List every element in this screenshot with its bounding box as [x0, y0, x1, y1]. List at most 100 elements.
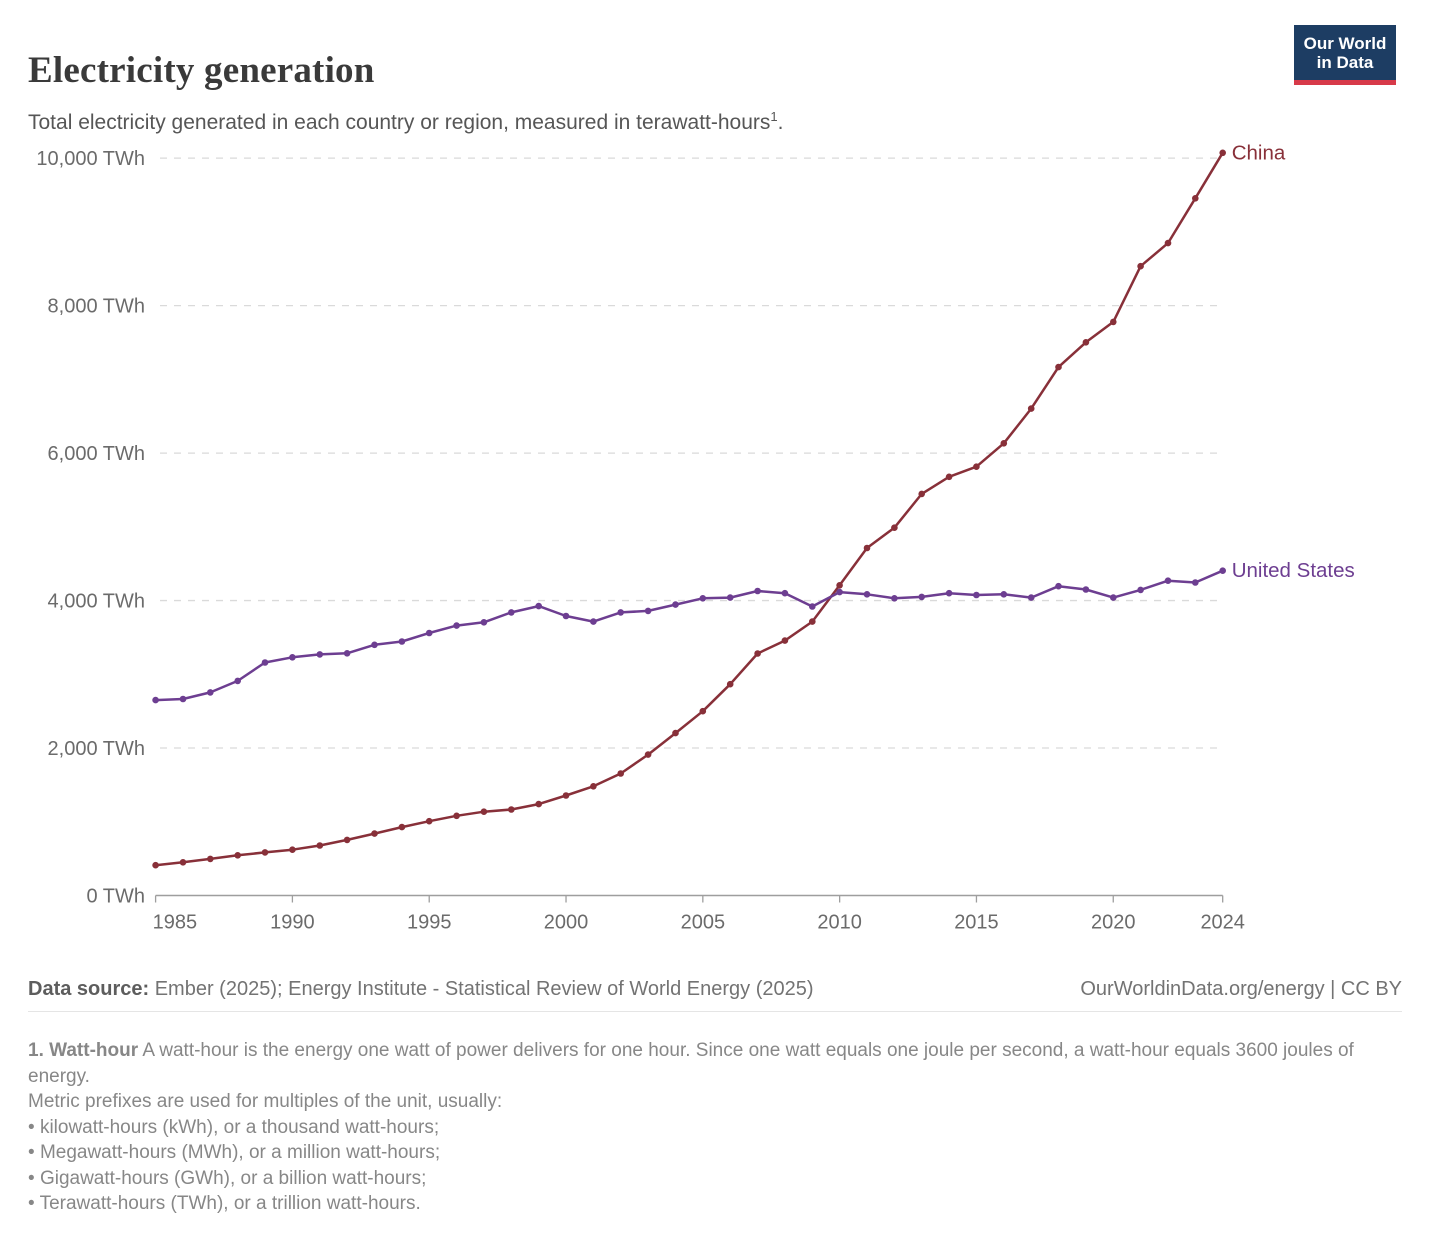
owid-logo-line2: in Data [1316, 52, 1374, 72]
footnote-term: 1. Watt-hour [28, 1040, 139, 1061]
footnote-intro: Metric prefixes are used for multiples o… [28, 1091, 503, 1112]
data-point [1027, 405, 1035, 412]
data-point [836, 588, 843, 596]
data-point [1055, 363, 1062, 371]
data-point [644, 607, 652, 615]
data-point [863, 591, 871, 598]
line-china [154, 151, 1224, 867]
data-point [261, 659, 269, 666]
y-axis-tick-label: 2,000 TWh [48, 738, 145, 760]
data-point [1192, 579, 1199, 586]
data-point [480, 619, 488, 626]
data-point [973, 591, 980, 599]
data-point [1219, 567, 1226, 574]
x-axis-tick-label: 2024 [1200, 912, 1245, 934]
data-point [371, 830, 378, 837]
owid-logo[interactable]: Our World in Data [1294, 25, 1396, 85]
data-point [726, 594, 734, 601]
footnote-bullet: Megawatt-hours (MWh), or a million watt-… [28, 1140, 1362, 1166]
data-point [809, 603, 816, 610]
data-point [316, 651, 324, 658]
series-label-united-states[interactable]: United States [1232, 559, 1355, 582]
data-point [672, 729, 679, 737]
data-point [453, 812, 460, 820]
y-axis-tick-label: 4,000 TWh [48, 591, 145, 613]
series-label-china[interactable]: China [1232, 141, 1286, 164]
data-point [179, 859, 187, 866]
footnote-definition: 1. Watt-hour A watt-hour is the energy o… [28, 1040, 1354, 1087]
data-point [425, 629, 433, 637]
x-axis-tick-label: 1985 [153, 912, 198, 934]
data-point [781, 637, 789, 644]
data-point [699, 707, 707, 715]
data-point [918, 490, 925, 498]
footnote-block: 1. Watt-hour A watt-hour is the energy o… [28, 1038, 1362, 1217]
data-point [672, 601, 679, 608]
data-point [316, 842, 324, 849]
data-point [398, 823, 406, 831]
data-point [343, 836, 351, 844]
data-point [152, 696, 159, 704]
data-point [617, 770, 624, 777]
data-point [453, 622, 460, 629]
data-point [1164, 577, 1172, 584]
data-point [207, 855, 214, 863]
data-point [891, 595, 898, 602]
footnote-marker: 1 [770, 109, 778, 124]
data-source-line: Data source: Ember (2025); Energy Instit… [28, 978, 814, 1001]
data-point [699, 595, 707, 602]
data-point [1000, 440, 1008, 447]
page-title: Electricity generation [28, 49, 375, 91]
data-point [1027, 594, 1035, 601]
data-point [371, 641, 378, 649]
data-point [207, 689, 214, 696]
data-point [754, 587, 761, 595]
data-point [152, 861, 159, 869]
x-axis-tick-label: 2005 [681, 912, 726, 934]
subtitle-text: Total electricity generated in each coun… [28, 111, 771, 134]
data-point [918, 593, 925, 601]
footnote-bullet: Terawatt-hours (TWh), or a trillion watt… [28, 1191, 1362, 1217]
owid-logo-line1: Our World [1303, 33, 1387, 53]
data-point [945, 589, 953, 597]
data-point [289, 846, 296, 853]
data-point [398, 638, 406, 645]
data-point [562, 792, 570, 799]
data-point [508, 609, 515, 616]
data-point [644, 751, 652, 758]
y-axis-tick-label: 8,000 TWh [48, 296, 145, 318]
x-axis-tick-label: 1995 [407, 912, 452, 934]
x-axis-tick-label: 2010 [817, 912, 862, 934]
data-point [617, 609, 624, 616]
data-point [1219, 149, 1226, 157]
data-point [425, 817, 433, 825]
data-point [590, 783, 597, 790]
y-axis-tick-label: 10,000 TWh [36, 148, 145, 170]
data-point [480, 808, 488, 815]
data-point [1137, 262, 1144, 270]
owid-url-link[interactable]: OurWorldinData.org/energy | CC BY [1080, 978, 1402, 1000]
data-source-label: Data source: [28, 978, 150, 1000]
data-point [945, 473, 953, 481]
data-point [234, 677, 241, 685]
data-point [726, 680, 734, 688]
data-point [508, 806, 515, 813]
footer-divider [28, 1011, 1402, 1012]
data-point [562, 612, 570, 620]
data-point [1164, 239, 1172, 247]
data-point [234, 852, 241, 859]
subtitle-period: . [777, 111, 784, 134]
line-chart[interactable]: 0 TWh 2,000 TWh 4,000 TWh 6,000 TWh 8,000 TW… [0, 130, 1430, 940]
data-point [1192, 195, 1199, 202]
data-point [754, 650, 761, 657]
y-axis-tick-label: 6,000 TWh [48, 443, 145, 465]
data-point [1082, 586, 1090, 593]
data-point [1110, 318, 1117, 326]
data-point [179, 695, 187, 703]
data-point [289, 654, 296, 661]
data-point [836, 582, 843, 589]
x-axis-tick-label: 2015 [954, 912, 999, 934]
data-point [590, 618, 597, 625]
footnote-bullet: Gigawatt-hours (GWh), or a billion watt-… [28, 1166, 1362, 1192]
